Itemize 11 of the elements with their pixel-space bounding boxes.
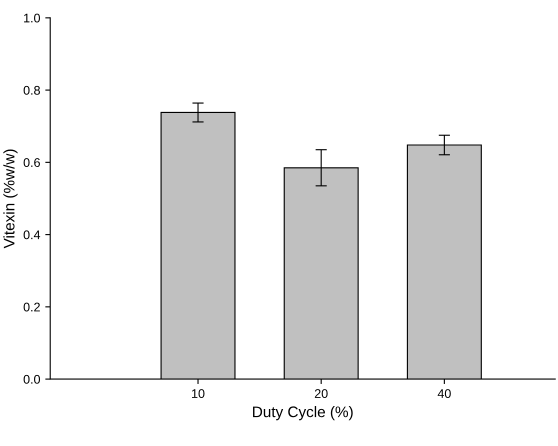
x-tick-label: 40	[438, 389, 451, 398]
y-axis-title: Vitexin (%w/w)	[3, 149, 18, 248]
y-tick-label: 0.4	[24, 230, 40, 240]
x-tick-label: 20	[314, 389, 328, 398]
x-tick-label: 10	[192, 389, 204, 398]
y-tick-label: 0.8	[24, 86, 40, 95]
x-axis-title: Duty Cycle (%)	[253, 406, 353, 420]
y-tick-label: 1.0	[24, 14, 40, 22]
y-tick-label: 0.2	[24, 302, 40, 312]
y-tick-label: 0.0	[24, 374, 40, 384]
y-tick-label: 0.6	[24, 158, 40, 167]
